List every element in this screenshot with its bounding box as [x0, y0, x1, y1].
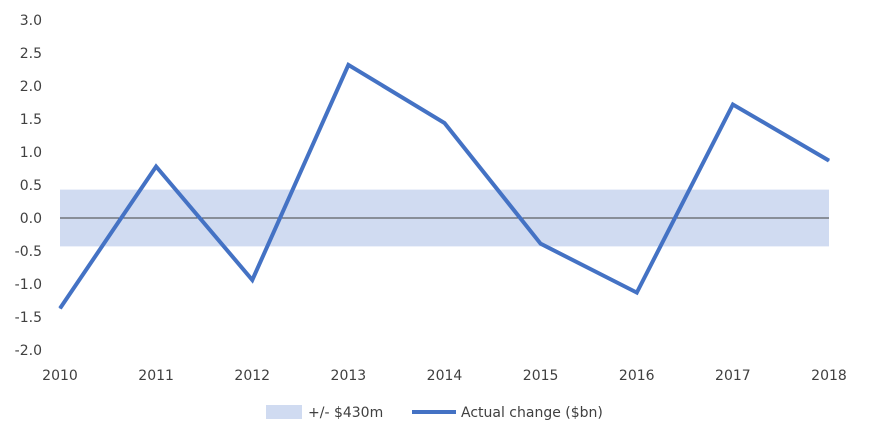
y-tick-label: 2.5 — [20, 46, 42, 62]
data-point — [155, 166, 157, 168]
legend: +/- $430m Actual change ($bn) — [266, 405, 603, 421]
y-tick-label: -2.0 — [15, 343, 42, 359]
x-tick-label: 2015 — [523, 368, 559, 384]
legend-band-label: +/- $430m — [308, 405, 383, 421]
legend-line-label: Actual change ($bn) — [461, 405, 603, 421]
x-tick-label: 2010 — [42, 368, 78, 384]
x-tick-label: 2011 — [138, 368, 174, 384]
data-point — [636, 292, 638, 294]
series-line — [58, 62, 831, 310]
x-tick-label: 2012 — [234, 368, 270, 384]
y-tick-label: -1.5 — [15, 310, 42, 326]
data-point — [828, 160, 830, 162]
y-tick-label: 0.5 — [20, 178, 42, 194]
data-point — [540, 243, 542, 245]
y-tick-label: -1.0 — [15, 277, 42, 293]
x-tick-label: 2013 — [331, 368, 367, 384]
data-point — [347, 64, 349, 66]
data-point — [59, 307, 61, 309]
legend-band-swatch — [266, 405, 302, 419]
y-tick-label: 0.0 — [20, 211, 42, 227]
y-tick-label: 3.0 — [20, 13, 42, 29]
x-tick-label: 2018 — [811, 368, 847, 384]
y-tick-label: 1.0 — [20, 145, 42, 161]
data-point — [251, 279, 253, 281]
x-axis-ticks: 2010 2011 2012 2013 2014 2015 2016 2017 2018 — [42, 368, 847, 384]
y-tick-label: -0.5 — [15, 244, 42, 260]
series-line-layer — [58, 62, 831, 310]
x-tick-label: 2014 — [427, 368, 463, 384]
y-axis-ticks: 3.0 2.5 2.0 1.5 1.0 0.5 0.0 -0.5 -1.0 -1.5 -2.0 — [15, 13, 42, 359]
y-tick-label: 2.0 — [20, 79, 42, 95]
x-tick-label: 2016 — [619, 368, 655, 384]
data-point — [444, 122, 445, 124]
y-tick-label: 1.5 — [20, 112, 42, 128]
data-point — [732, 103, 734, 105]
x-tick-label: 2017 — [715, 368, 751, 384]
